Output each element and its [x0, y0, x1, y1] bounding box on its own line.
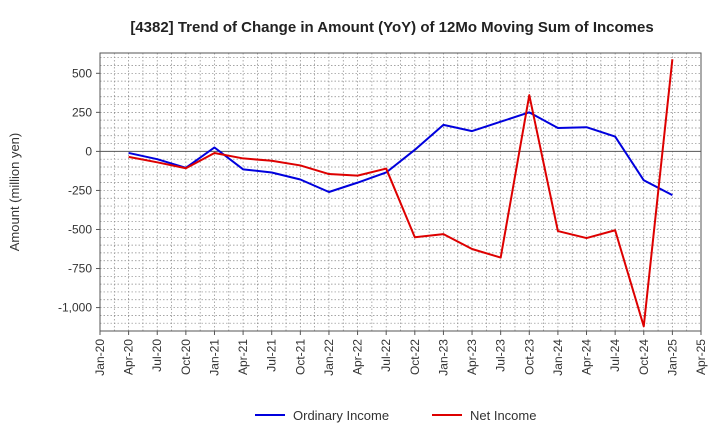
- x-tick-label: Jan-25: [665, 339, 679, 376]
- x-tick-label: Jul-21: [265, 339, 279, 372]
- x-tick-label: Apr-21: [236, 339, 250, 375]
- x-tick-label: Oct-20: [179, 339, 193, 375]
- grid: [99, 53, 702, 332]
- x-tick-label: Oct-21: [293, 339, 307, 375]
- x-tick-label: Apr-22: [351, 339, 365, 375]
- legend: Ordinary Income Net Income: [255, 408, 536, 423]
- y-tick-label: 500: [72, 66, 92, 80]
- x-tick-label: Apr-23: [465, 339, 479, 375]
- y-tick-label: -1,000: [58, 301, 92, 315]
- chart-title: [4382] Trend of Change in Amount (YoY) o…: [130, 19, 653, 36]
- legend-label-ordinary-income: Ordinary Income: [293, 408, 389, 423]
- y-tick-label: -250: [68, 183, 92, 197]
- series-line-net-income: [128, 59, 674, 328]
- x-tick-label: Jan-20: [93, 339, 107, 376]
- x-tick-label: Jan-24: [551, 339, 565, 376]
- x-tick-label: Apr-25: [694, 339, 708, 375]
- x-tick-label: Oct-24: [637, 339, 651, 375]
- x-tick-label: Oct-23: [522, 339, 536, 375]
- x-tick-label: Oct-22: [408, 339, 422, 375]
- y-tick-label: 0: [85, 144, 92, 158]
- x-tick-label: Jul-24: [608, 339, 622, 372]
- y-tick-label: -750: [68, 262, 92, 276]
- legend-label-net-income: Net Income: [470, 408, 536, 423]
- x-tick-label: Jul-23: [494, 339, 508, 372]
- x-tick-label: Apr-24: [580, 339, 594, 375]
- x-tick-label: Jan-21: [207, 339, 221, 376]
- x-tick-label: Jul-22: [379, 339, 393, 372]
- y-tick-label: -500: [68, 222, 92, 236]
- x-tick-label: Jan-22: [322, 339, 336, 376]
- plot-frame: [99, 52, 702, 332]
- axes: 500 250 0 -250 -500 -750 -1,000 Jan-20 Apr-20 Jul…: [58, 52, 708, 376]
- series-lines: [128, 59, 674, 328]
- y-axis-label: Amount (million yen): [7, 133, 22, 252]
- y-tick-label: 250: [72, 105, 92, 119]
- x-tick-label: Jul-20: [150, 339, 164, 372]
- x-tick-label: Apr-20: [122, 339, 136, 375]
- series-line-ordinary-income: [128, 111, 673, 197]
- x-tick-label: Jan-23: [436, 339, 450, 376]
